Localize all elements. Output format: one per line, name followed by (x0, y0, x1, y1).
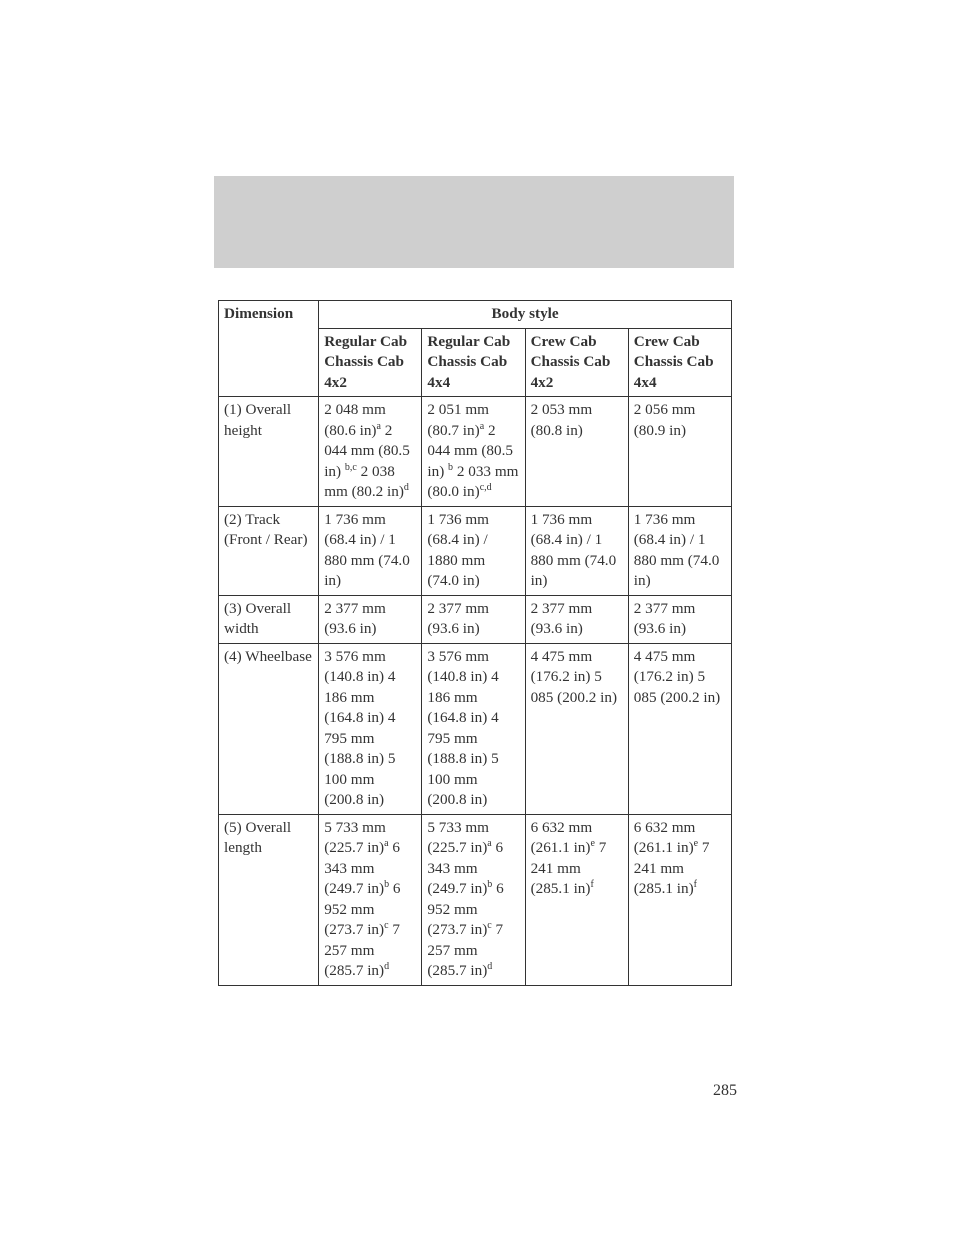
value-cell: 2 051 mm (80.7 in)a 2 044 mm (80.5 in) b… (422, 397, 525, 507)
value-text: 5 733 mm (225.7 in) (324, 819, 386, 857)
value-cell: 2 048 mm (80.6 in)a 2 044 mm (80.5 in) b… (319, 397, 422, 507)
value-cell: 4 475 mm (176.2 in) 5 085 (200.2 in) (525, 643, 628, 814)
value-text: 4 475 mm (176.2 in) (634, 648, 696, 686)
spec-table-wrap: Dimension Body style Regular Cab Chassis… (218, 300, 732, 986)
footnote-superscript: c (487, 920, 491, 931)
value-cell: 1 736 mm (68.4 in) / 1880 mm (74.0 in) (422, 506, 525, 595)
value-cell: 5 733 mm (225.7 in)a 6 343 mm (249.7 in)… (422, 814, 525, 985)
footnote-superscript: d (487, 961, 492, 972)
dimension-cell: (2) Track (Front / Rear) (219, 506, 319, 595)
table-body: (1) Overall height2 048 mm (80.6 in)a 2 … (219, 397, 732, 986)
value-text: 3 576 mm (140.8 in) (324, 648, 386, 686)
value-text: 1 736 mm (68.4 in) / 1 880 mm (74.0 in) (324, 511, 410, 590)
table-row: (1) Overall height2 048 mm (80.6 in)a 2 … (219, 397, 732, 507)
footnote-superscript: c,d (480, 482, 492, 493)
value-text: 2 056 mm (80.9 in) (634, 401, 696, 439)
page: Dimension Body style Regular Cab Chassis… (0, 0, 954, 1235)
footnote-superscript: a (384, 838, 388, 849)
value-text: 1 736 mm (68.4 in) / 1880 mm (74.0 in) (427, 511, 489, 590)
table-header-row-1: Dimension Body style (219, 301, 732, 329)
header-bar (214, 176, 734, 268)
value-cell: 4 475 mm (176.2 in) 5 085 (200.2 in) (628, 643, 731, 814)
value-text: 6 632 mm (261.1 in) (531, 819, 593, 857)
col-header: Crew Cab Chassis Cab 4x4 (628, 328, 731, 397)
value-text: 1 736 mm (68.4 in) / 1 880 mm (74.0 in) (634, 511, 720, 590)
value-cell: 6 632 mm (261.1 in)e 7 241 mm (285.1 in)… (525, 814, 628, 985)
value-text: 2 377 mm (93.6 in) (324, 600, 386, 638)
value-text: 2 053 mm (80.8 in) (531, 401, 593, 439)
value-cell: 2 377 mm (93.6 in) (628, 595, 731, 643)
value-cell: 2 377 mm (93.6 in) (319, 595, 422, 643)
dimension-cell: (4) Wheelbase (219, 643, 319, 814)
footnote-superscript: e (590, 838, 594, 849)
table-row: (2) Track (Front / Rear)1 736 mm (68.4 i… (219, 506, 732, 595)
dimension-cell: (5) Overall length (219, 814, 319, 985)
value-text: 3 576 mm (140.8 in) (427, 648, 489, 686)
value-cell: 2 056 mm (80.9 in) (628, 397, 731, 507)
value-cell: 2 377 mm (93.6 in) (422, 595, 525, 643)
footnote-superscript: a (487, 838, 491, 849)
value-cell: 2 377 mm (93.6 in) (525, 595, 628, 643)
footnote-superscript: e (694, 838, 698, 849)
page-number: 285 (713, 1082, 737, 1100)
value-cell: 5 733 mm (225.7 in)a 6 343 mm (249.7 in)… (319, 814, 422, 985)
body-style-header: Body style (319, 301, 732, 329)
value-cell: 6 632 mm (261.1 in)e 7 241 mm (285.1 in)… (628, 814, 731, 985)
value-text: 2 377 mm (93.6 in) (531, 600, 593, 638)
value-cell: 3 576 mm (140.8 in) 4 186 mm (164.8 in) … (319, 643, 422, 814)
table-row: (5) Overall length5 733 mm (225.7 in)a 6… (219, 814, 732, 985)
footnote-superscript: b (487, 879, 492, 890)
table-head: Dimension Body style Regular Cab Chassis… (219, 301, 732, 397)
value-cell: 3 576 mm (140.8 in) 4 186 mm (164.8 in) … (422, 643, 525, 814)
footnote-superscript: b,c (345, 462, 357, 473)
value-cell: 2 053 mm (80.8 in) (525, 397, 628, 507)
footnote-superscript: d (384, 961, 389, 972)
footnote-superscript: f (694, 879, 697, 890)
value-text: 1 736 mm (68.4 in) / 1 880 mm (74.0 in) (531, 511, 617, 590)
table-row: (3) Overall width2 377 mm (93.6 in)2 377… (219, 595, 732, 643)
value-cell: 1 736 mm (68.4 in) / 1 880 mm (74.0 in) (628, 506, 731, 595)
value-text: 2 377 mm (93.6 in) (427, 600, 489, 638)
value-text: 5 733 mm (225.7 in) (427, 819, 489, 857)
value-text: 4 475 mm (176.2 in) (531, 648, 593, 686)
spec-table: Dimension Body style Regular Cab Chassis… (218, 300, 732, 986)
col-header: Crew Cab Chassis Cab 4x2 (525, 328, 628, 397)
footnote-superscript: b (448, 462, 453, 473)
footnote-superscript: a (480, 421, 484, 432)
col-header: Regular Cab Chassis Cab 4x2 (319, 328, 422, 397)
dimension-cell: (1) Overall height (219, 397, 319, 507)
table-row: (4) Wheelbase3 576 mm (140.8 in) 4 186 m… (219, 643, 732, 814)
value-cell: 1 736 mm (68.4 in) / 1 880 mm (74.0 in) (525, 506, 628, 595)
value-text: 6 632 mm (261.1 in) (634, 819, 696, 857)
dimension-cell: (3) Overall width (219, 595, 319, 643)
dimension-header: Dimension (219, 301, 319, 397)
footnote-superscript: a (377, 421, 381, 432)
value-text: 2 377 mm (93.6 in) (634, 600, 696, 638)
footnote-superscript: f (590, 879, 593, 890)
col-header: Regular Cab Chassis Cab 4x4 (422, 328, 525, 397)
footnote-superscript: b (384, 879, 389, 890)
value-cell: 1 736 mm (68.4 in) / 1 880 mm (74.0 in) (319, 506, 422, 595)
footnote-superscript: d (404, 482, 409, 493)
footnote-superscript: c (384, 920, 388, 931)
